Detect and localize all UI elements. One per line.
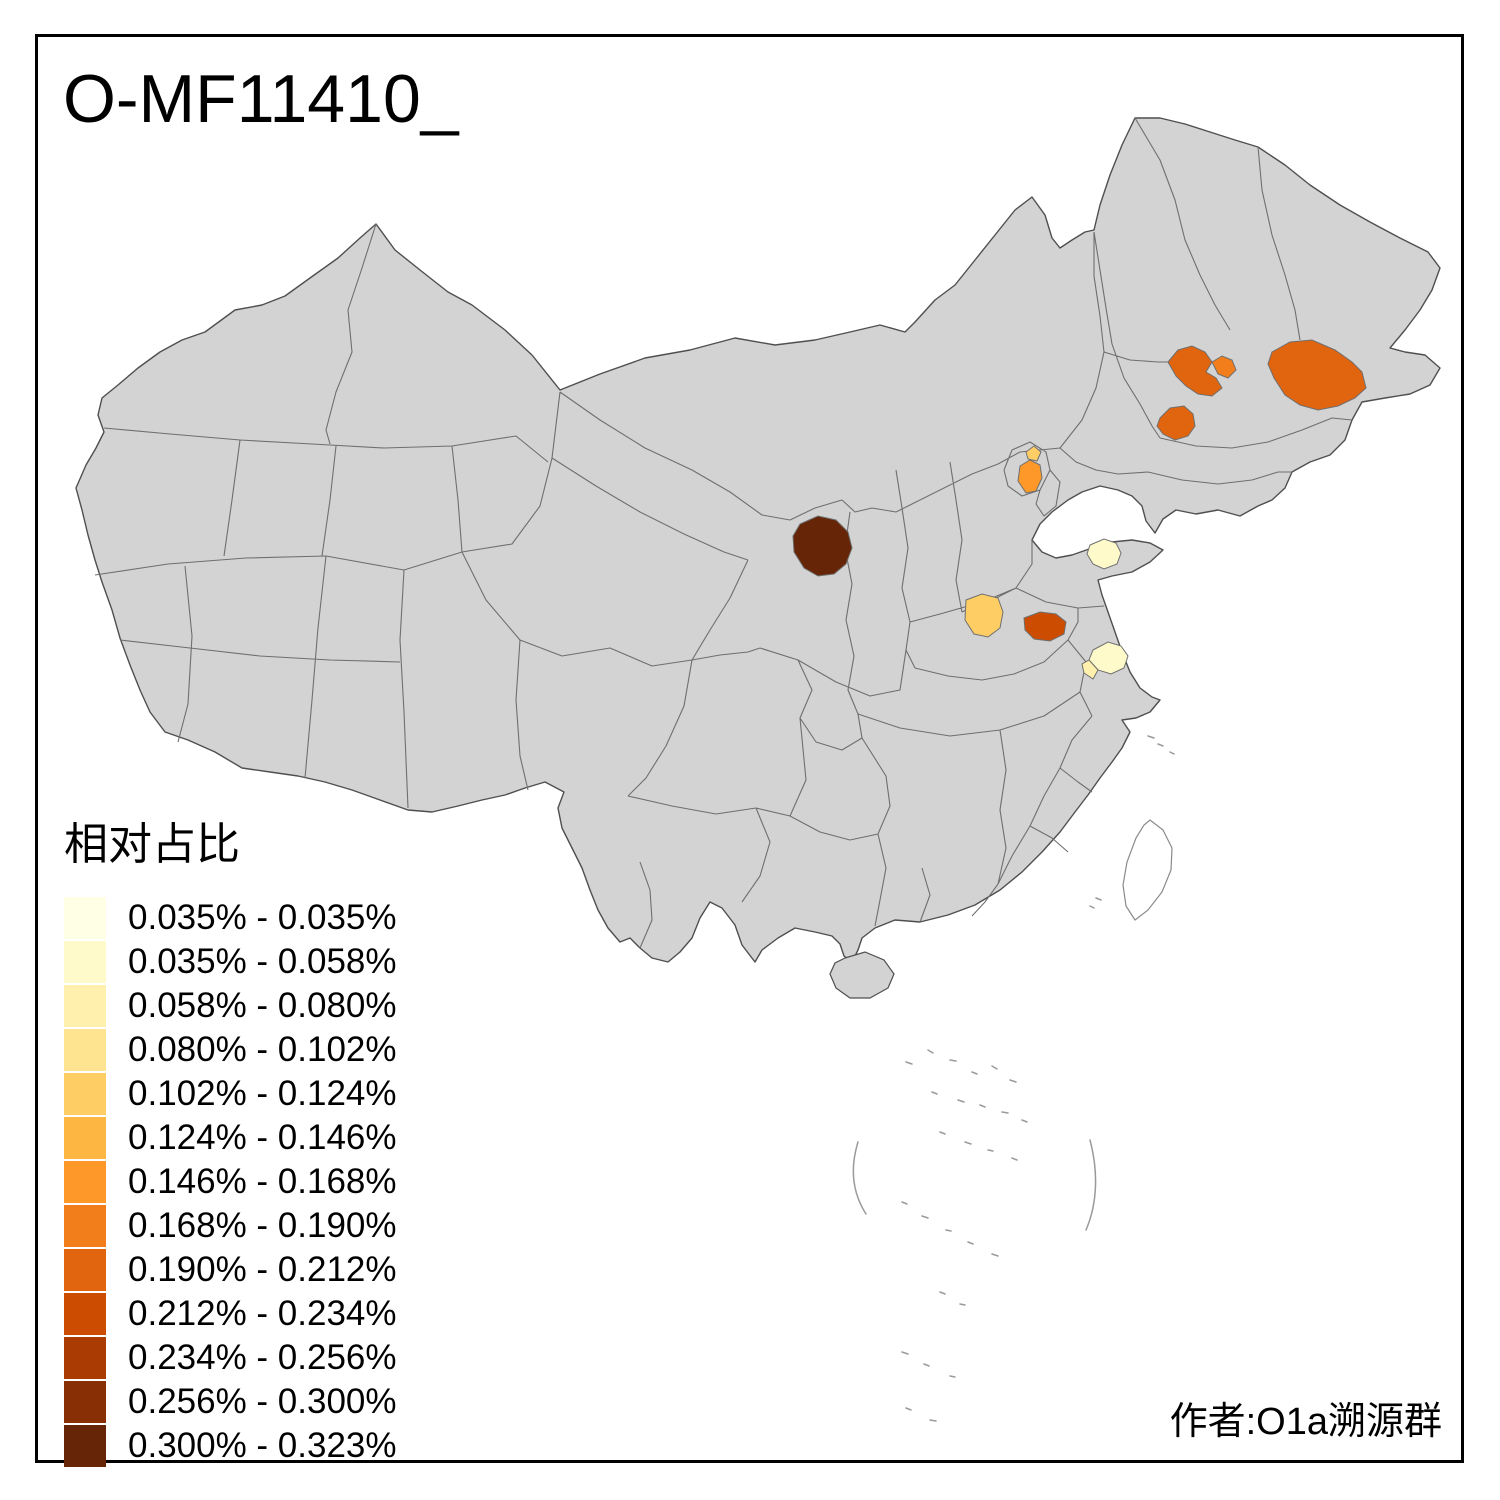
legend-row: 0.256% - 0.300% [64, 1380, 397, 1424]
legend-label: 0.256% - 0.300% [128, 1382, 397, 1421]
attribution: 作者:O1a溯源群 [1169, 1401, 1442, 1443]
legend-row: 0.058% - 0.080% [64, 984, 397, 1028]
legend-row: 0.124% - 0.146% [64, 1116, 397, 1160]
highlight-region-north-lower [1017, 459, 1043, 494]
legend-title: 相对占比 [64, 820, 240, 869]
legend-row: 0.212% - 0.234% [64, 1292, 397, 1336]
legend-label: 0.146% - 0.168% [128, 1162, 397, 1201]
legend-label: 0.102% - 0.124% [128, 1074, 397, 1113]
legend-row: 0.035% - 0.058% [64, 940, 397, 984]
legend-row: 0.146% - 0.168% [64, 1160, 397, 1204]
legend-swatch [64, 1381, 106, 1423]
highlight-region-central-orange [1023, 611, 1067, 642]
country-outline [75, 117, 1441, 963]
legend-row: 0.190% - 0.212% [64, 1248, 397, 1292]
highlight-region-east-pale-a [1086, 538, 1122, 570]
legend-label: 0.190% - 0.212% [128, 1250, 397, 1289]
legend-swatch [64, 1161, 106, 1203]
legend-swatch [64, 897, 106, 939]
legend-swatch [64, 941, 106, 983]
legend-swatch [64, 985, 106, 1027]
legend-swatch [64, 1425, 106, 1467]
highlight-region-east-pale-c [1081, 659, 1099, 680]
legend-row: 0.035% - 0.035% [64, 896, 397, 940]
legend-swatch [64, 1117, 106, 1159]
legend-label: 0.058% - 0.080% [128, 986, 397, 1025]
legend-row: 0.168% - 0.190% [64, 1204, 397, 1248]
legend-label: 0.234% - 0.256% [128, 1338, 397, 1377]
taiwan-island [1122, 819, 1173, 921]
highlight-region-north-upper [1025, 445, 1042, 462]
legend-row: 0.080% - 0.102% [64, 1028, 397, 1072]
highlight-region-northeast-d [1156, 405, 1196, 441]
highlight-region-northeast-c [1267, 339, 1367, 411]
hainan-island [829, 951, 895, 999]
highlight-region-northeast-b [1211, 355, 1237, 379]
legend-swatch [64, 1073, 106, 1115]
legend-swatch [64, 1337, 106, 1379]
plot-title: O-MF11410_ [63, 61, 459, 137]
legend-label: 0.168% - 0.190% [128, 1206, 397, 1245]
legend-row: 0.300% - 0.323% [64, 1424, 397, 1468]
legend-label: 0.300% - 0.323% [128, 1426, 397, 1465]
legend-label: 0.035% - 0.058% [128, 942, 397, 981]
highlight-region-northeast-a [1167, 345, 1223, 397]
legend-label: 0.035% - 0.035% [128, 898, 397, 937]
highlight-region-central-dark [792, 515, 853, 577]
legend: 相对占比 0.035% - 0.035% 0.035% - 0.058% 0.0… [64, 808, 397, 1468]
coastal-islets [852, 735, 1175, 1422]
legend-swatch [64, 1293, 106, 1335]
legend-label: 0.124% - 0.146% [128, 1118, 397, 1157]
legend-row: 0.102% - 0.124% [64, 1072, 397, 1116]
legend-swatch [64, 1249, 106, 1291]
legend-label: 0.080% - 0.102% [128, 1030, 397, 1069]
highlight-region-central-yellow [964, 593, 1004, 638]
legend-swatch [64, 1029, 106, 1071]
legend-row: 0.234% - 0.256% [64, 1336, 397, 1380]
legend-swatch [64, 1205, 106, 1247]
legend-label: 0.212% - 0.234% [128, 1294, 397, 1333]
